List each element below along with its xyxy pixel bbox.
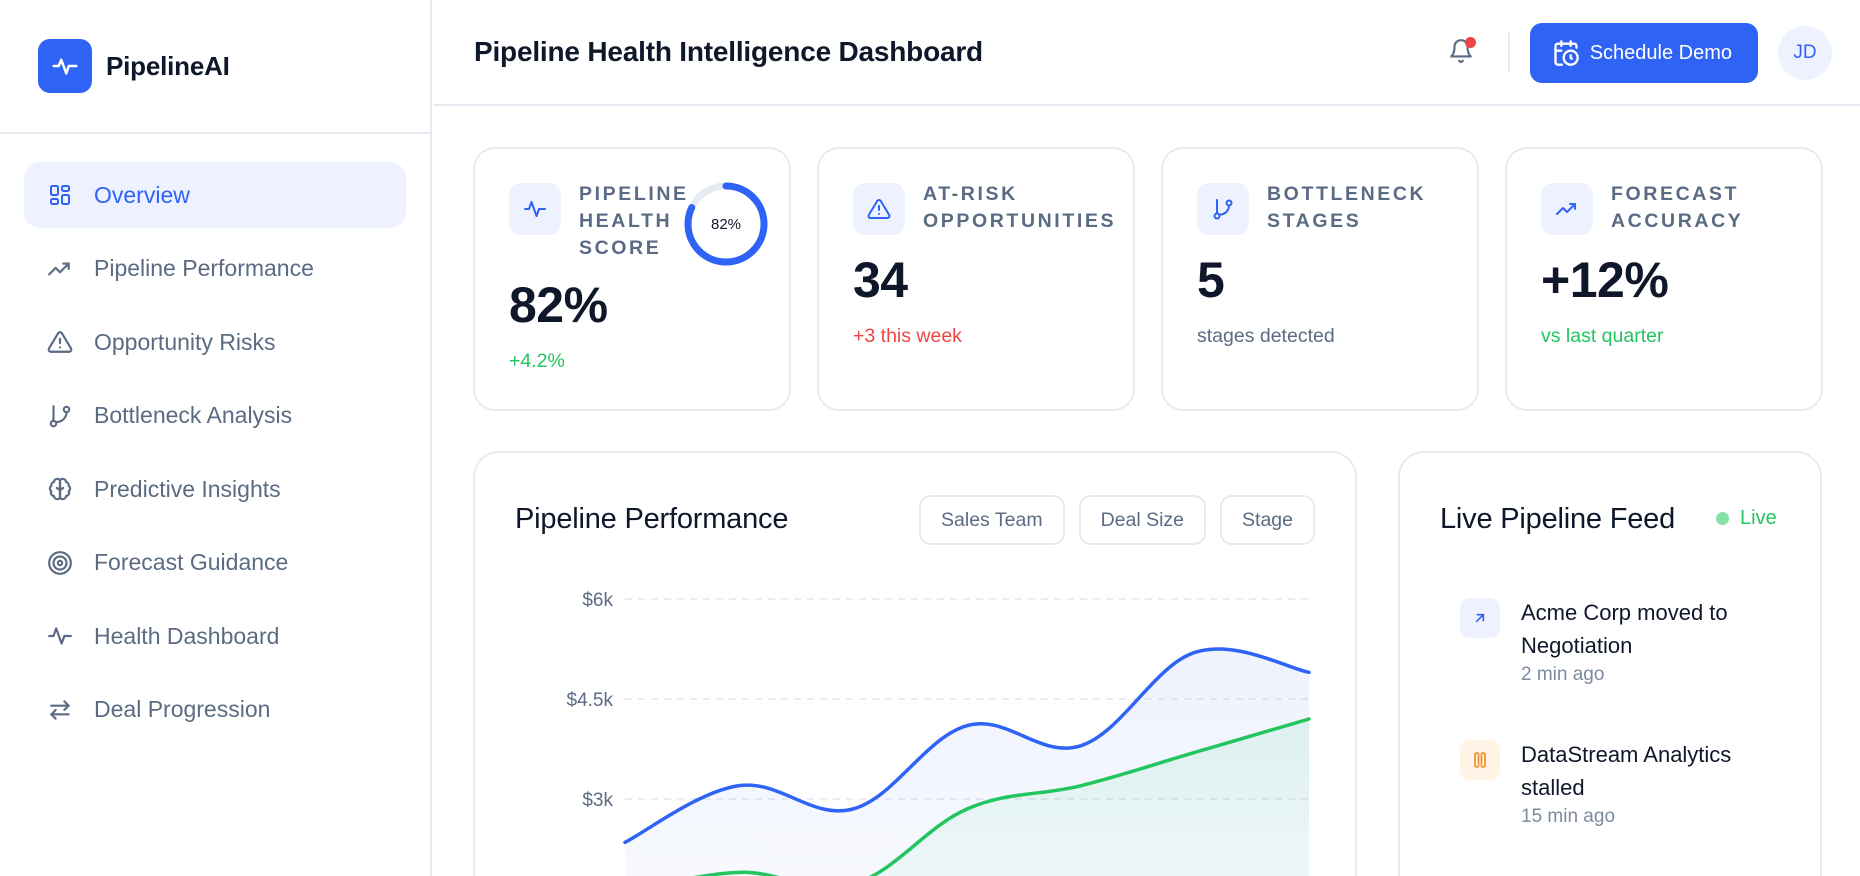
sidebar-item-health-dashboard[interactable]: Health Dashboard	[24, 603, 406, 669]
brain-icon	[46, 475, 74, 503]
kpi-label: Bottleneck Stages	[1267, 183, 1427, 232]
sidebar-item-label: Forecast Guidance	[94, 549, 289, 575]
kpi-delta: +3 this week	[853, 325, 962, 347]
feed-item-time: 15 min ago	[1521, 806, 1616, 827]
activity-pulse-icon	[46, 622, 74, 650]
arrow-up-right-icon	[1460, 598, 1500, 638]
trending-up-icon	[1541, 183, 1593, 235]
git-branch-icon	[46, 402, 74, 430]
git-branch-icon	[1197, 183, 1249, 235]
kpi-delta: +4.2%	[509, 350, 565, 372]
sidebar-item-label: Deal Progression	[94, 696, 271, 722]
feed-item[interactable]: Acme Corp moved to Negotiation 2 min ago	[1460, 596, 1800, 686]
ring-value: 82%	[710, 215, 742, 233]
live-dot-icon	[1716, 512, 1729, 525]
sidebar-item-label: Bottleneck Analysis	[94, 402, 293, 428]
kpi-label: At-Risk Opportunities	[923, 183, 1117, 232]
live-pipeline-feed: Live Pipeline Feed Live Acme Corp moved …	[1398, 451, 1822, 876]
feed-item-text: DataStream Analytics stalled	[1521, 742, 1732, 800]
filter-sales-team[interactable]: Sales Team	[919, 495, 1065, 545]
sidebar-item-overview[interactable]: Overview	[24, 162, 406, 228]
schedule-demo-button[interactable]: Schedule Demo	[1529, 23, 1758, 83]
kpi-card-forecast-accuracy: Forecast Accuracy +12% vs last quarter	[1505, 147, 1823, 411]
calendar-clock-icon	[1552, 39, 1580, 67]
svg-text:$6k: $6k	[582, 590, 613, 611]
top-header: Pipeline Health Intelligence Dashboard S…	[434, 0, 1860, 106]
sidebar-item-forecast-guidance[interactable]: Forecast Guidance	[24, 530, 406, 596]
sidebar-nav: Overview Pipeline Performance Opportunit…	[0, 134, 430, 743]
sidebar-item-opportunity-risks[interactable]: Opportunity Risks	[24, 309, 406, 375]
kpi-value: 34	[853, 252, 908, 308]
kpi-card-bottlenecks: Bottleneck Stages 5 stages detected	[1161, 147, 1479, 411]
pause-icon	[1460, 740, 1500, 780]
performance-area-chart[interactable]: $6k $4.5k $3k	[475, 453, 1359, 876]
sidebar-item-label: Overview	[94, 181, 190, 208]
live-indicator: Live	[1716, 507, 1777, 530]
kpi-label: Forecast Accuracy	[1611, 183, 1744, 232]
sidebar-item-label: Health Dashboard	[94, 622, 280, 649]
trending-up-icon	[46, 255, 74, 283]
sidebar: PipelineAI Overview Pipeline Performance…	[0, 0, 432, 876]
live-label: Live	[1740, 507, 1777, 529]
bell-icon	[1448, 37, 1474, 70]
activity-pulse-icon	[38, 39, 92, 93]
schedule-demo-label: Schedule Demo	[1589, 41, 1732, 64]
kpi-value: 5	[1197, 252, 1225, 308]
user-avatar[interactable]: JD	[1778, 26, 1832, 80]
kpi-subtext: vs last quarter	[1541, 325, 1664, 347]
sidebar-item-label: Opportunity Risks	[94, 328, 276, 355]
filter-deal-size[interactable]: Deal Size	[1078, 495, 1207, 545]
grid-icon	[46, 181, 74, 209]
warning-triangle-icon	[46, 328, 74, 356]
sidebar-item-label: Predictive Insights	[94, 475, 281, 502]
sidebar-item-pipeline-performance[interactable]: Pipeline Performance	[24, 236, 406, 302]
svg-text:$4.5k: $4.5k	[567, 690, 614, 711]
chart-filters: Sales Team Deal Size Stage	[919, 495, 1315, 545]
feed-item-text: Acme Corp moved to Negotiation	[1521, 600, 1728, 658]
arrows-left-right-icon	[46, 696, 74, 724]
kpi-card-at-risk: At-Risk Opportunities 34 +3 this week	[817, 147, 1135, 411]
pipeline-performance-card: Pipeline Performance Sales Team Deal Siz…	[473, 451, 1357, 876]
activity-pulse-icon	[509, 183, 561, 235]
health-score-ring: 82%	[683, 181, 769, 267]
kpi-subtext: stages detected	[1197, 325, 1335, 347]
sidebar-item-bottleneck-analysis[interactable]: Bottleneck Analysis	[24, 383, 406, 449]
header-divider	[1507, 33, 1510, 73]
target-icon	[46, 549, 74, 577]
kpi-label: Pipeline Health Score	[579, 183, 689, 259]
brand[interactable]: PipelineAI	[0, 0, 430, 134]
feed-item[interactable]: DataStream Analytics stalled 15 min ago	[1460, 738, 1800, 828]
sidebar-item-label: Pipeline Performance	[94, 255, 314, 281]
filter-stage[interactable]: Stage	[1220, 495, 1315, 545]
kpi-value: 82%	[509, 277, 608, 333]
sidebar-item-predictive-insights[interactable]: Predictive Insights	[24, 456, 406, 522]
notifications-button[interactable]	[1444, 36, 1478, 70]
chart-title: Pipeline Performance	[515, 503, 789, 535]
feed-title: Live Pipeline Feed	[1440, 503, 1675, 535]
feed-item-time: 2 min ago	[1521, 664, 1605, 685]
warning-triangle-icon	[853, 183, 905, 235]
notification-badge	[1464, 37, 1476, 48]
svg-text:$3k: $3k	[582, 790, 613, 811]
header-actions: Schedule Demo JD	[1444, 0, 1832, 106]
brand-name: PipelineAI	[106, 50, 230, 81]
page-title: Pipeline Health Intelligence Dashboard	[474, 36, 983, 67]
kpi-card-pipeline-health: Pipeline Health Score 82% 82% +4.2%	[473, 147, 791, 411]
sidebar-item-deal-progression[interactable]: Deal Progression	[24, 677, 406, 743]
kpi-value: +12%	[1541, 252, 1669, 308]
